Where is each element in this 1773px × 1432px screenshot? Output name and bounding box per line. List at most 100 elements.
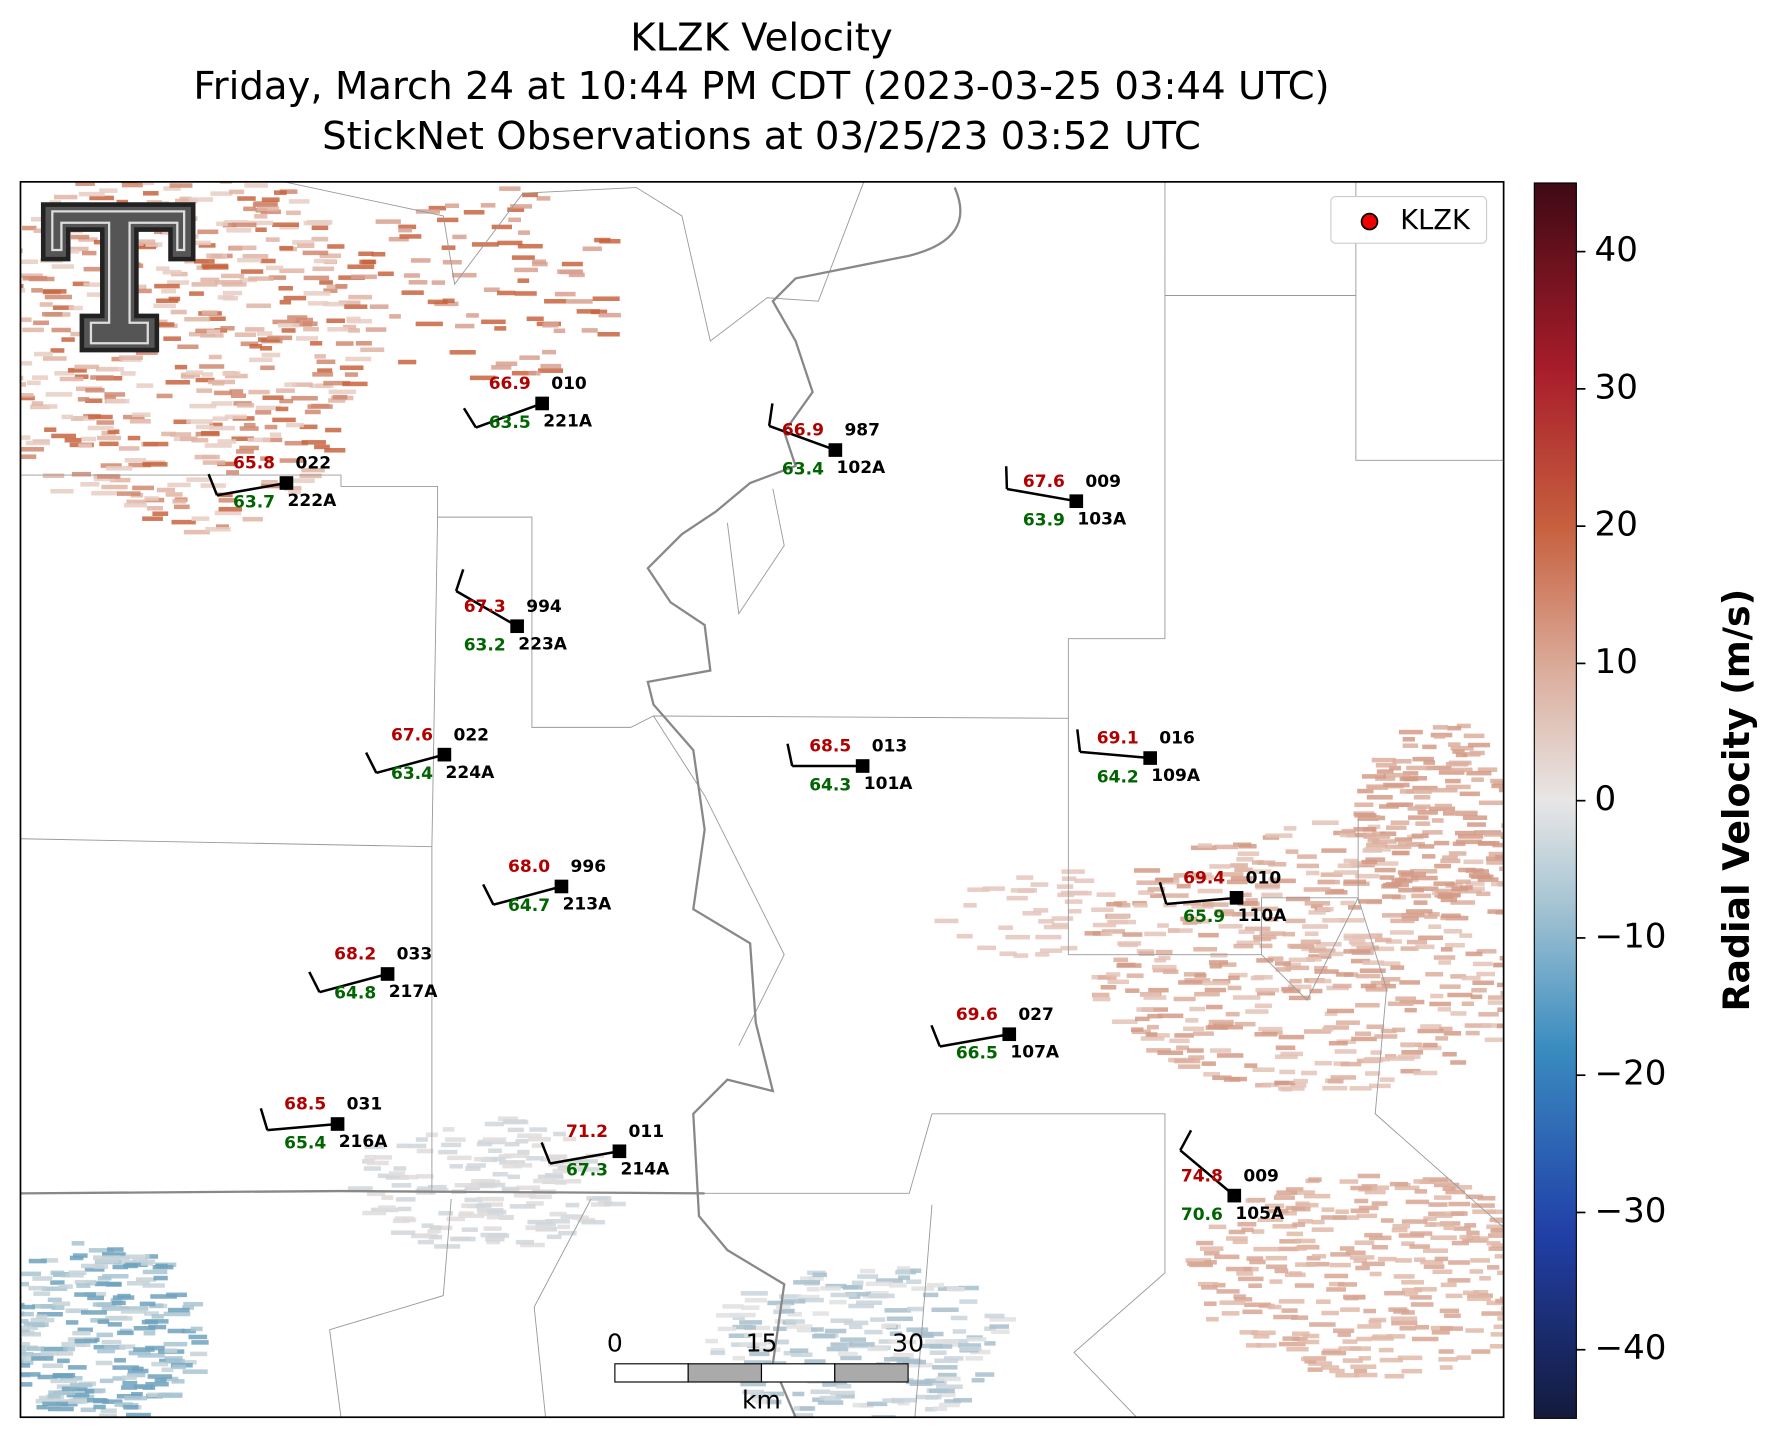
echo [1251,1330,1276,1336]
echo [1374,937,1392,943]
echo [937,1392,956,1398]
echo [1308,948,1336,953]
echo [1454,830,1476,836]
echo [1363,834,1391,839]
echo [1378,1347,1394,1353]
dewpoint: 63.7 [233,492,275,512]
echo [787,1311,802,1317]
echo [1339,918,1365,923]
echo [843,1285,863,1290]
echo [1302,1333,1320,1339]
echo [561,261,583,267]
echo [1358,1205,1379,1211]
echo [1204,1260,1217,1265]
echo [1461,975,1481,981]
echo [1308,954,1332,959]
echo [474,1156,492,1162]
echo [1458,834,1484,839]
echo [1481,1311,1504,1316]
echo [1445,1293,1463,1299]
scale-unit: km [742,1385,781,1414]
echo [47,1297,62,1303]
echo [1198,932,1219,938]
echo [1173,873,1197,878]
echo [1380,831,1397,836]
echo [1266,1208,1289,1214]
echo [348,328,360,333]
echo [1471,987,1487,993]
echo [160,1376,179,1382]
echo [391,1230,416,1235]
echo [154,1377,167,1383]
echo [1449,1185,1473,1190]
echo [42,356,67,361]
echo [732,1324,753,1330]
echo [1310,903,1323,909]
echo [279,268,305,274]
echo [210,191,233,196]
echo [1484,1037,1504,1043]
echo [1466,1230,1480,1236]
echo [143,441,169,447]
echo [963,903,977,908]
echo [36,1404,49,1410]
echo [1320,872,1343,877]
echo [196,155,215,160]
echo [191,1340,209,1345]
echo [67,1365,87,1370]
echo [22,275,48,281]
echo [1392,758,1412,764]
echo [1295,1262,1317,1267]
echo [544,298,567,304]
echo [80,436,97,442]
echo [430,1225,453,1231]
echo [1101,929,1125,934]
echo [20,1345,26,1351]
echo [1373,861,1399,866]
echo [229,389,244,394]
echo [1374,867,1396,873]
echo [143,191,159,196]
echo [1280,1086,1293,1092]
echo [441,1142,462,1148]
echo [319,253,342,259]
echo [884,1308,911,1313]
echo [218,506,243,512]
echo [1283,962,1301,968]
echo [1439,1365,1453,1370]
echo [1505,792,1532,797]
echo [295,317,314,323]
echo [111,356,124,362]
echo [217,461,238,467]
echo [1297,1219,1313,1224]
echo [1432,1269,1453,1274]
echo [598,312,621,318]
echo [1201,1285,1218,1290]
echo [52,1301,71,1307]
echo [1248,1283,1262,1289]
echo [88,1248,114,1253]
echo [1257,1217,1284,1222]
echo [127,1368,149,1374]
echo [1444,942,1465,948]
echo [363,1166,382,1171]
echo [100,1408,117,1413]
echo [728,1333,751,1338]
station-marker [1229,891,1244,905]
echo [351,274,377,280]
echo [513,1193,536,1198]
echo [1163,902,1177,908]
echo [1439,984,1461,989]
echo [291,395,318,401]
echo [1264,1203,1285,1209]
echo [1509,1269,1528,1274]
echo [1236,940,1261,946]
echo [287,315,308,320]
echo [70,234,90,240]
echo [1350,1208,1370,1214]
echo [516,1185,541,1191]
echo [830,1292,857,1298]
echo [1439,1326,1463,1331]
echo [42,311,63,317]
echo [1226,879,1248,885]
